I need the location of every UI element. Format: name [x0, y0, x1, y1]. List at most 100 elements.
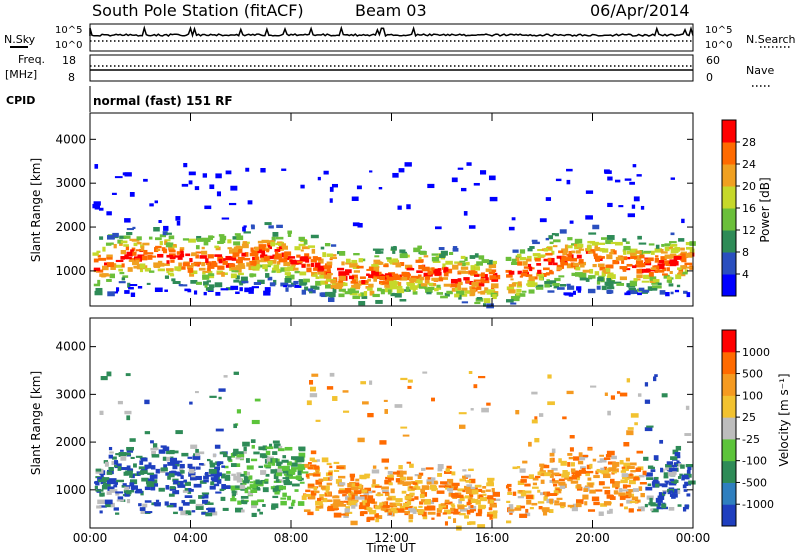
scatter-cell	[373, 277, 378, 282]
scatter-cell	[228, 263, 236, 269]
scatter-cell	[474, 301, 481, 305]
scatter-cell	[430, 477, 436, 481]
scatter-cell	[483, 298, 491, 304]
scatter-cell	[248, 289, 254, 294]
scatter-cell	[480, 497, 487, 502]
scatter-cell	[623, 250, 627, 255]
scatter-cell	[141, 467, 148, 473]
scatter-cell	[154, 247, 159, 253]
scatter-cell	[605, 281, 614, 287]
scatter-cell	[221, 271, 225, 277]
scatter-cell	[310, 234, 319, 239]
scatter-cell	[384, 409, 389, 414]
scatter-cell	[124, 486, 130, 491]
scatter-cell	[152, 443, 158, 448]
scatter-cell	[407, 379, 413, 383]
scatter-cell	[263, 247, 268, 252]
scatter-cell	[298, 452, 306, 458]
scatter-cell	[589, 268, 594, 274]
scatter-cell	[626, 430, 634, 436]
scatter-cell	[311, 373, 319, 377]
scatter-cell	[146, 464, 152, 469]
scatter-cell	[532, 486, 539, 489]
scatter-cell	[630, 255, 638, 259]
scatter-cell	[240, 276, 248, 282]
scatter-cell	[387, 276, 394, 281]
scatter-cell	[178, 284, 183, 287]
scatter-cell	[239, 280, 244, 286]
scatter-cell	[291, 499, 296, 504]
scatter-cell	[539, 463, 545, 467]
scatter-cell	[172, 465, 178, 470]
scatter-cell	[417, 274, 422, 279]
scatter-cell	[595, 258, 600, 262]
scatter-cell	[620, 489, 629, 492]
scatter-cell	[480, 278, 485, 283]
scatter-cell	[477, 508, 483, 514]
scatter-cell	[515, 255, 522, 259]
scatter-cell	[231, 473, 236, 477]
scatter-cell	[612, 481, 621, 484]
scatter-cell	[508, 270, 515, 275]
scatter-cell	[460, 255, 466, 259]
scatter-cell	[283, 256, 291, 261]
scatter-cell	[246, 486, 252, 490]
scatter-cell	[266, 249, 270, 253]
scatter-cell	[545, 197, 552, 201]
scatter-cell	[179, 284, 188, 287]
scatter-cell	[606, 450, 615, 456]
scatter-cell	[110, 265, 116, 270]
scatter-cell	[626, 283, 633, 287]
scatter-cell	[489, 275, 497, 281]
scatter-cell	[283, 261, 291, 267]
nsearch-label: N.Search	[746, 33, 796, 46]
scatter-cell	[351, 284, 355, 288]
scatter-cell	[151, 502, 155, 506]
scatter-cell	[351, 279, 356, 284]
scatter-cell	[662, 490, 669, 493]
scatter-cell	[674, 289, 680, 293]
scatter-cell	[559, 502, 566, 507]
x-tick-label: 00:00	[676, 531, 711, 545]
scatter-cell	[451, 493, 459, 498]
scatter-cell	[154, 503, 161, 507]
scatter-cell	[543, 267, 550, 271]
scatter-cell	[251, 512, 257, 518]
scatter-cell	[350, 502, 354, 507]
scatter-cell	[252, 253, 259, 257]
scatter-cell	[151, 255, 157, 258]
scatter-cell	[412, 482, 418, 485]
scatter-cell	[304, 286, 309, 291]
scatter-cell	[656, 506, 663, 510]
scatter-cell	[575, 499, 584, 505]
scatter-cell	[232, 452, 238, 457]
scatter-cell	[678, 463, 682, 467]
scatter-cell	[281, 168, 287, 171]
scatter-cell	[94, 164, 99, 169]
scatter-cell	[265, 273, 270, 278]
scatter-cell	[673, 261, 679, 266]
scatter-cell	[378, 271, 382, 276]
scatter-cell	[235, 265, 241, 269]
scatter-cell	[164, 240, 168, 245]
scatter-cell	[264, 479, 269, 484]
scatter-cell	[624, 484, 631, 488]
scatter-cell	[468, 371, 473, 374]
scatter-cell	[108, 446, 113, 451]
scatter-cell	[489, 511, 498, 516]
scatter-cell	[99, 236, 104, 240]
scatter-cell	[549, 457, 554, 463]
scatter-cell	[482, 493, 487, 496]
scatter-cell	[488, 270, 496, 275]
scatter-cell	[614, 179, 621, 183]
scatter-cell	[135, 490, 143, 493]
scatter-cell	[443, 271, 449, 277]
scatter-cell	[483, 303, 487, 307]
scatter-cell	[519, 513, 528, 518]
scatter-cell	[339, 482, 346, 486]
scatter-cell	[450, 278, 458, 284]
scatter-cell	[185, 510, 191, 514]
scatter-cell	[221, 217, 230, 220]
scatter-cell	[684, 433, 692, 436]
scatter-cell	[465, 489, 472, 494]
